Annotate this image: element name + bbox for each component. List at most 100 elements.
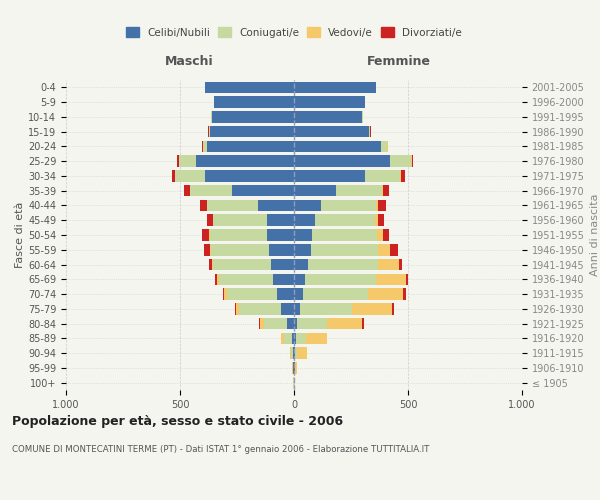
Bar: [294, 214, 314, 226]
Bar: [175, 170, 205, 181]
Bar: [390, 156, 412, 167]
Bar: [375, 214, 379, 226]
Bar: [376, 274, 406, 285]
Bar: [292, 332, 294, 344]
Bar: [184, 185, 190, 196]
Legend: Celibi/Nubili, Coniugati/e, Vedovi/e, Divorziati/e: Celibi/Nubili, Coniugati/e, Vedovi/e, Di…: [122, 23, 466, 42]
Bar: [196, 156, 294, 167]
Bar: [314, 214, 375, 226]
Bar: [294, 259, 308, 270]
Bar: [227, 288, 277, 300]
Bar: [303, 288, 368, 300]
Bar: [213, 214, 266, 226]
Bar: [327, 318, 362, 330]
Bar: [205, 170, 294, 181]
Bar: [322, 200, 376, 211]
Bar: [281, 303, 294, 314]
Bar: [287, 318, 294, 330]
Bar: [259, 318, 260, 330]
Bar: [406, 274, 408, 285]
Bar: [294, 156, 390, 167]
Bar: [223, 288, 224, 300]
Text: Maschi: Maschi: [165, 54, 214, 68]
Bar: [214, 96, 294, 108]
Bar: [365, 170, 400, 181]
Bar: [293, 348, 294, 359]
Bar: [260, 318, 265, 330]
Bar: [377, 229, 383, 241]
Bar: [294, 274, 305, 285]
Y-axis label: Anni di nascita: Anni di nascita: [590, 194, 600, 276]
Bar: [239, 303, 281, 314]
Bar: [293, 362, 294, 374]
Bar: [294, 288, 303, 300]
Bar: [298, 318, 327, 330]
Bar: [401, 170, 405, 181]
Bar: [219, 274, 274, 285]
Bar: [369, 126, 370, 138]
Text: Popolazione per età, sesso e stato civile - 2006: Popolazione per età, sesso e stato civil…: [12, 415, 343, 428]
Bar: [291, 348, 293, 359]
Bar: [362, 318, 364, 330]
Bar: [178, 156, 179, 167]
Bar: [257, 200, 294, 211]
Bar: [295, 348, 298, 359]
Bar: [294, 362, 295, 374]
Bar: [209, 229, 266, 241]
Bar: [265, 318, 287, 330]
Bar: [207, 214, 212, 226]
Bar: [376, 200, 379, 211]
Bar: [296, 332, 306, 344]
Bar: [399, 259, 403, 270]
Bar: [281, 332, 284, 344]
Bar: [294, 96, 365, 108]
Bar: [290, 348, 291, 359]
Bar: [294, 140, 380, 152]
Bar: [274, 274, 294, 285]
Text: COMUNE DI MONTECATINI TERME (PT) - Dati ISTAT 1° gennaio 2006 - Elaborazione TUT: COMUNE DI MONTECATINI TERME (PT) - Dati …: [12, 445, 430, 454]
Bar: [390, 244, 398, 256]
Bar: [271, 259, 294, 270]
Bar: [190, 185, 232, 196]
Bar: [295, 362, 298, 374]
Bar: [212, 259, 213, 270]
Bar: [383, 229, 389, 241]
Bar: [308, 259, 379, 270]
Bar: [412, 156, 413, 167]
Bar: [217, 274, 219, 285]
Bar: [294, 332, 296, 344]
Bar: [236, 303, 239, 314]
Bar: [235, 303, 236, 314]
Bar: [277, 288, 294, 300]
Bar: [213, 259, 271, 270]
Bar: [179, 156, 196, 167]
Bar: [210, 244, 211, 256]
Bar: [368, 288, 403, 300]
Bar: [379, 200, 386, 211]
Bar: [392, 303, 394, 314]
Bar: [305, 274, 376, 285]
Bar: [205, 82, 294, 93]
Bar: [379, 214, 384, 226]
Bar: [294, 318, 298, 330]
Bar: [306, 332, 326, 344]
Bar: [382, 185, 383, 196]
Bar: [311, 244, 379, 256]
Bar: [205, 244, 210, 256]
Text: Femmine: Femmine: [367, 54, 431, 68]
Bar: [232, 185, 294, 196]
Bar: [294, 303, 300, 314]
Bar: [294, 200, 322, 211]
Bar: [300, 303, 352, 314]
Bar: [312, 229, 377, 241]
Bar: [380, 140, 388, 152]
Bar: [209, 259, 212, 270]
Bar: [383, 185, 389, 196]
Bar: [209, 126, 294, 138]
Bar: [211, 111, 212, 122]
Bar: [379, 259, 399, 270]
Bar: [294, 185, 336, 196]
Bar: [352, 303, 392, 314]
Bar: [400, 170, 401, 181]
Bar: [266, 229, 294, 241]
